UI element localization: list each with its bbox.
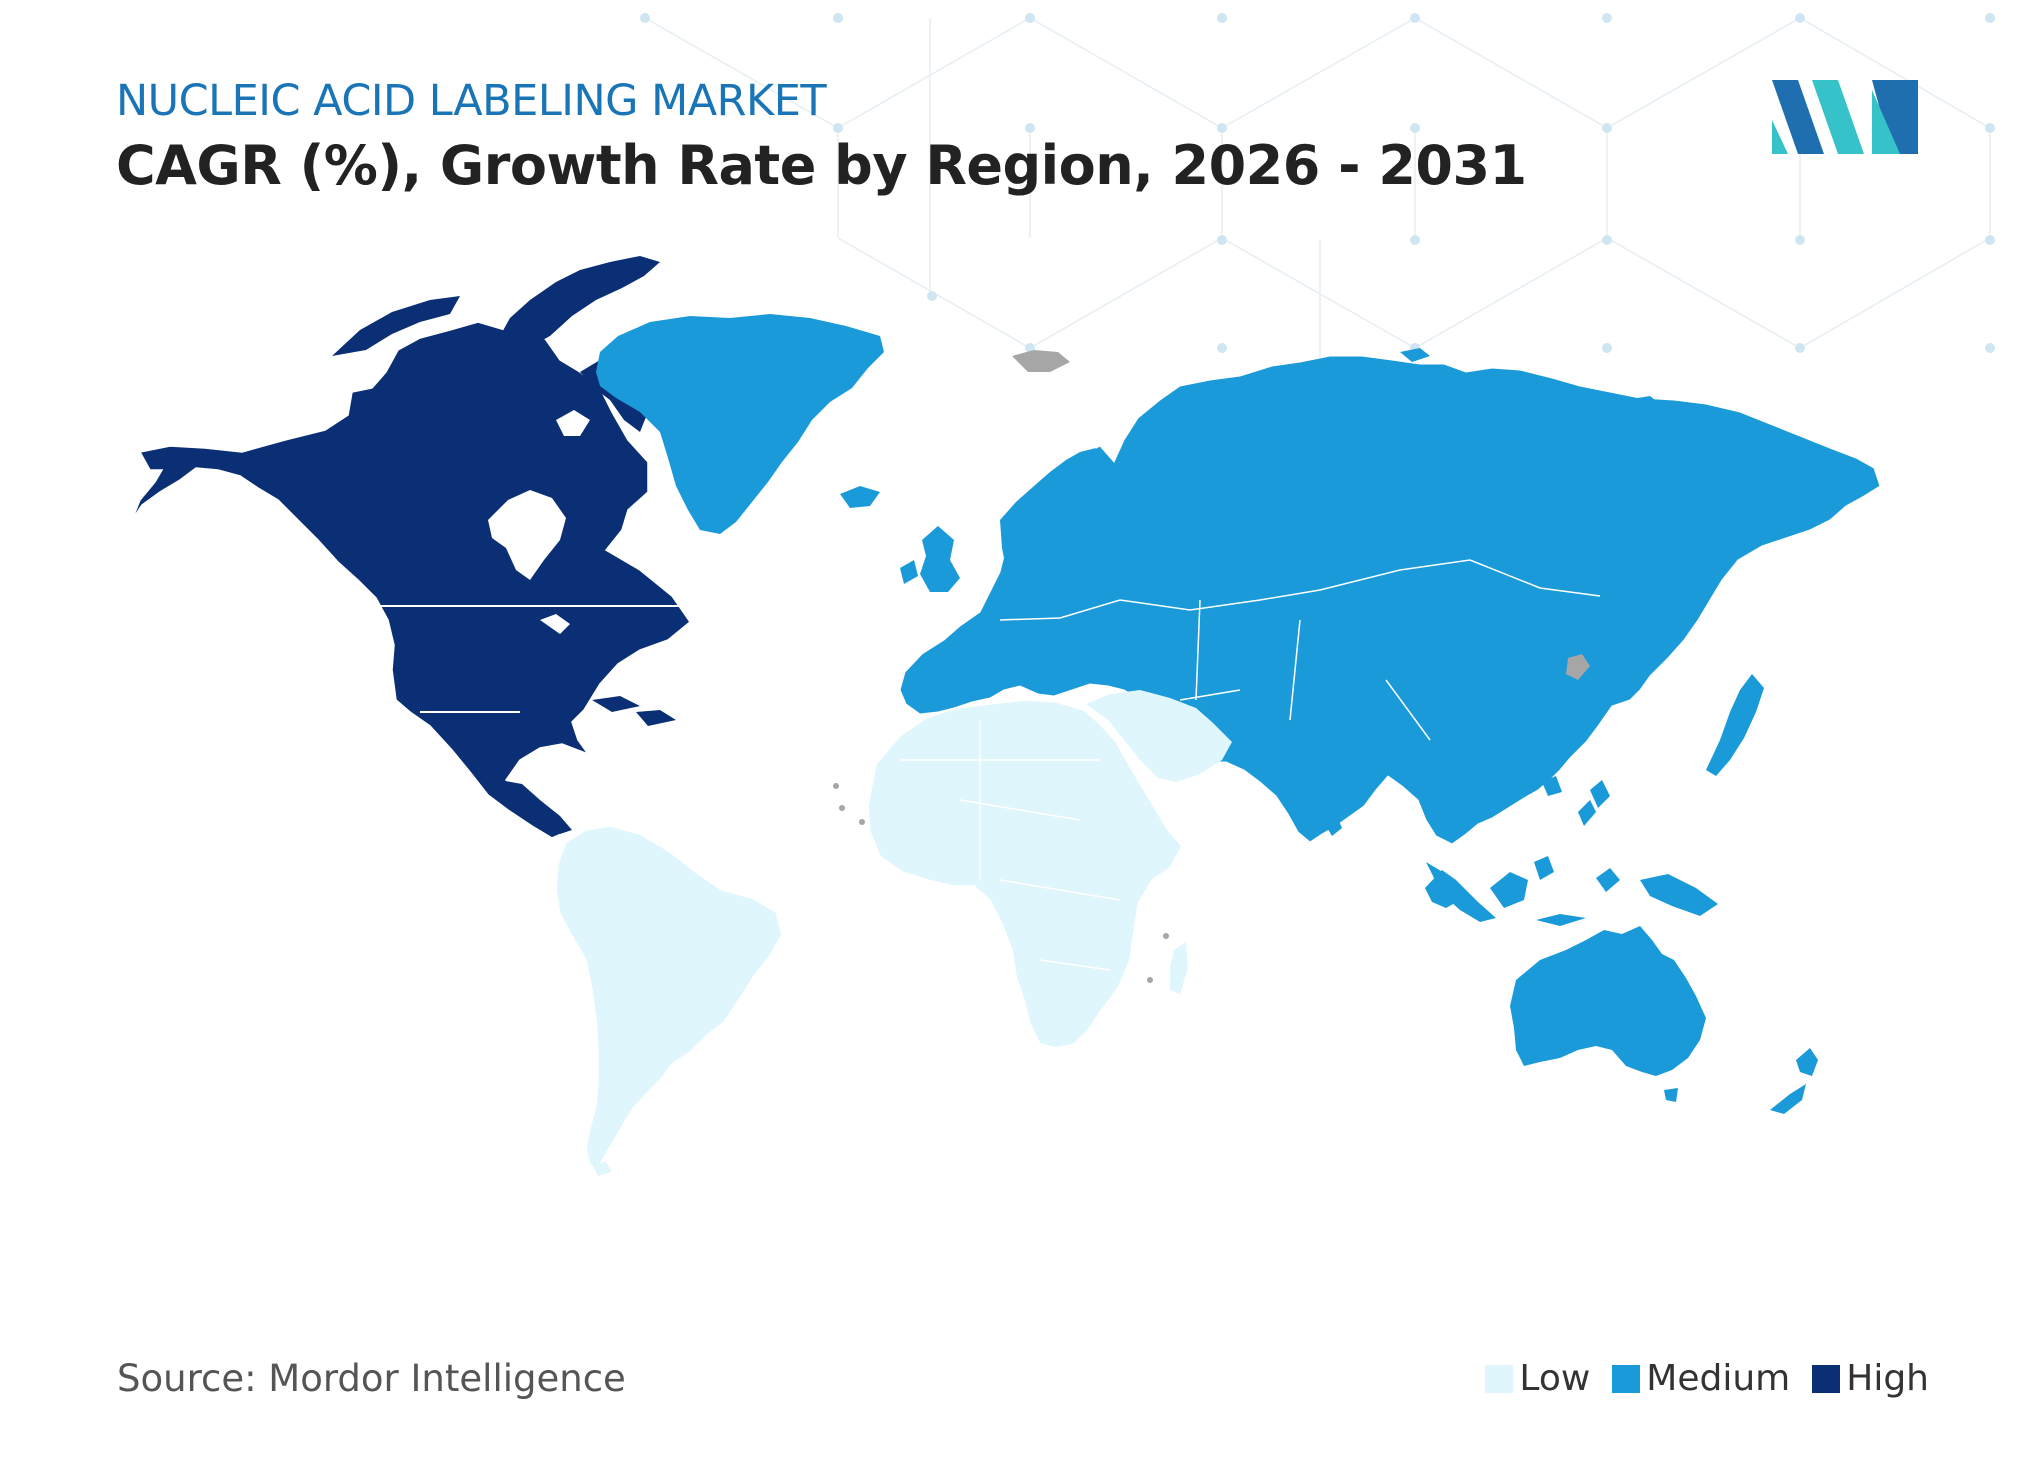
report-kicker: NUCLEIC ACID LABELING MARKET	[116, 76, 827, 126]
region-greenland[interactable]	[596, 314, 884, 534]
region-australia-nz[interactable]	[1510, 926, 1818, 1114]
region-greenland-shape	[596, 314, 884, 534]
no-data-islands	[833, 783, 1169, 983]
region-australia-shape	[1510, 926, 1706, 1076]
region-eurasia[interactable]	[899, 348, 1881, 926]
region-north-america-shape	[131, 321, 692, 839]
legend-item-high: High	[1812, 1358, 1929, 1399]
region-north-america[interactable]	[131, 256, 692, 839]
legend-label-high: High	[1846, 1358, 1929, 1399]
mordor-intelligence-logo	[1772, 80, 1918, 154]
legend-label-low: Low	[1519, 1358, 1591, 1399]
legend: Low Medium High	[1485, 1358, 1929, 1399]
legend-item-low: Low	[1485, 1358, 1590, 1399]
region-south-america-shape	[555, 825, 783, 1167]
legend-item-medium: Medium	[1612, 1358, 1790, 1399]
source-note: Source: Mordor Intelligence	[117, 1357, 626, 1400]
legend-swatch-high	[1812, 1364, 1841, 1393]
legend-label-medium: Medium	[1646, 1358, 1791, 1399]
region-africa-shape	[867, 699, 1183, 1049]
legend-swatch-low	[1485, 1364, 1514, 1393]
chart-title: CAGR (%), Growth Rate by Region, 2026 - …	[116, 134, 1527, 197]
legend-swatch-medium	[1612, 1364, 1641, 1393]
region-south-america[interactable]	[555, 825, 783, 1176]
header: NUCLEIC ACID LABELING MARKET CAGR (%), G…	[116, 74, 1527, 200]
region-africa-middle-east[interactable]	[867, 690, 1232, 1049]
